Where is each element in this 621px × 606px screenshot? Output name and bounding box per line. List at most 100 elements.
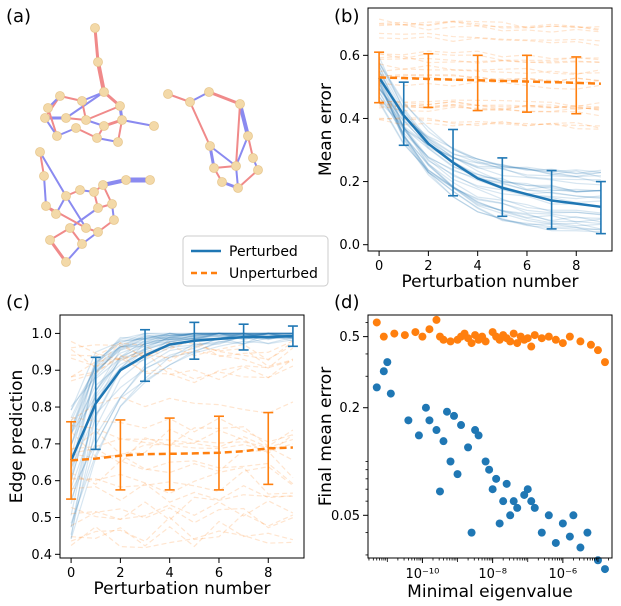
y-tick-label: 0.6 (339, 49, 360, 64)
unperturbed-trajectory (379, 99, 602, 108)
mean-error-xlabel: Perturbation number (401, 272, 578, 292)
network-edge (43, 175, 47, 207)
perturbed-trajectory (378, 79, 601, 204)
network-node (121, 175, 131, 185)
perturbed-point (414, 431, 423, 440)
unperturbed-point (411, 328, 420, 337)
perturbed-trajectory (378, 61, 602, 184)
x-tick-label: 4 (474, 259, 482, 274)
network-node (35, 147, 45, 157)
unperturbed-point (372, 318, 381, 327)
y-tick-label: 0.05 (331, 509, 360, 524)
perturbed-point (492, 474, 501, 483)
unperturbed-trajectory (71, 341, 294, 361)
x-tick-label: 8 (572, 259, 580, 274)
perturbed-point (502, 479, 511, 488)
x-tick-label: 10⁻¹⁰ (406, 567, 440, 582)
unperturbed-point (439, 335, 448, 344)
unperturbed-trajectory (71, 436, 294, 461)
perturbed-point (488, 485, 497, 494)
perturbed-trajectory (378, 74, 601, 214)
network-node (75, 185, 85, 195)
unperturbed-point (576, 337, 585, 346)
perturbed-trajectory (378, 83, 601, 223)
network-node (163, 89, 173, 99)
unperturbed-trajectory (70, 460, 294, 485)
perturbed-trajectory (378, 96, 601, 175)
x-tick-label: 10⁻⁶ (549, 567, 578, 582)
perturbed-trajectory (70, 332, 293, 457)
unperturbed-point (593, 346, 602, 355)
perturbed-point (544, 511, 553, 520)
y-tick-label: 0.9 (31, 364, 52, 379)
network-edge (121, 119, 155, 127)
unperturbed-trajectory (378, 118, 601, 130)
perturbed-point (435, 487, 444, 496)
y-tick-label: 0.6 (31, 474, 52, 489)
unperturbed-trajectory (378, 63, 602, 75)
network-edge (189, 101, 211, 147)
unperturbed-trajectory (70, 429, 294, 458)
perturbed-trajectory (70, 332, 293, 540)
unperturbed-trajectory (71, 466, 294, 493)
network-diagram (35, 23, 263, 267)
unperturbed-trajectory (379, 81, 602, 90)
x-tick-label: 4 (166, 566, 174, 581)
unperturbed-trajectory (70, 351, 294, 381)
perturbed-point (583, 528, 592, 537)
unperturbed-trajectory (71, 520, 294, 548)
network-node (43, 103, 53, 113)
perturbed-trajectory (70, 332, 293, 434)
unperturbed-trajectory (379, 68, 601, 75)
network-node (77, 239, 87, 249)
unperturbed-trajectory (70, 526, 293, 549)
perturbed-point (520, 490, 529, 499)
perturbed-point (558, 519, 567, 528)
unperturbed-trajectory (379, 104, 601, 113)
unperturbed-trajectory (379, 55, 601, 64)
network-node (149, 121, 159, 131)
network-node (81, 223, 91, 233)
perturbed-point (527, 497, 536, 506)
network-node (93, 227, 103, 237)
unperturbed-trajectory (379, 100, 601, 109)
network-edge (235, 103, 241, 167)
perturbed-point (464, 443, 473, 452)
unperturbed-trajectory (379, 57, 601, 64)
unperturbed-point (513, 339, 522, 348)
y-tick-label: 0.5 (339, 330, 360, 345)
perturbed-trajectory (70, 333, 294, 500)
perturbed-trajectory (378, 87, 601, 207)
perturbed-trajectory (378, 100, 601, 216)
unperturbed-trajectory (379, 102, 601, 111)
perturbed-trajectory (70, 332, 294, 446)
unperturbed-trajectory (379, 101, 601, 111)
perturbed-trajectory (378, 69, 601, 199)
unperturbed-trajectory (70, 354, 294, 384)
network-node (99, 87, 109, 97)
perturbed-trajectory (378, 102, 601, 220)
unperturbed-point (537, 334, 546, 343)
unperturbed-trajectory (379, 73, 601, 85)
panel-label-c: (c) (6, 292, 30, 313)
perturbed-point (474, 431, 483, 440)
perturbed-point (523, 485, 532, 494)
network-node (61, 257, 71, 267)
perturbed-point (379, 367, 388, 376)
perturbed-trajectory (378, 71, 601, 227)
unperturbed-trajectory (70, 357, 294, 380)
perturbed-trajectory (70, 332, 293, 489)
perturbed-trajectory (70, 332, 293, 434)
unperturbed-trajectory (379, 21, 601, 29)
network-node (243, 131, 253, 141)
network-node (41, 201, 51, 211)
perturbed-point (499, 497, 508, 506)
perturbed-point (425, 416, 434, 425)
network-node (115, 101, 125, 111)
perturbed-trajectory (378, 87, 601, 181)
unperturbed-trajectory (70, 347, 294, 369)
network-node (93, 203, 103, 213)
perturbed-trajectory (70, 332, 293, 419)
network-node (61, 191, 71, 201)
